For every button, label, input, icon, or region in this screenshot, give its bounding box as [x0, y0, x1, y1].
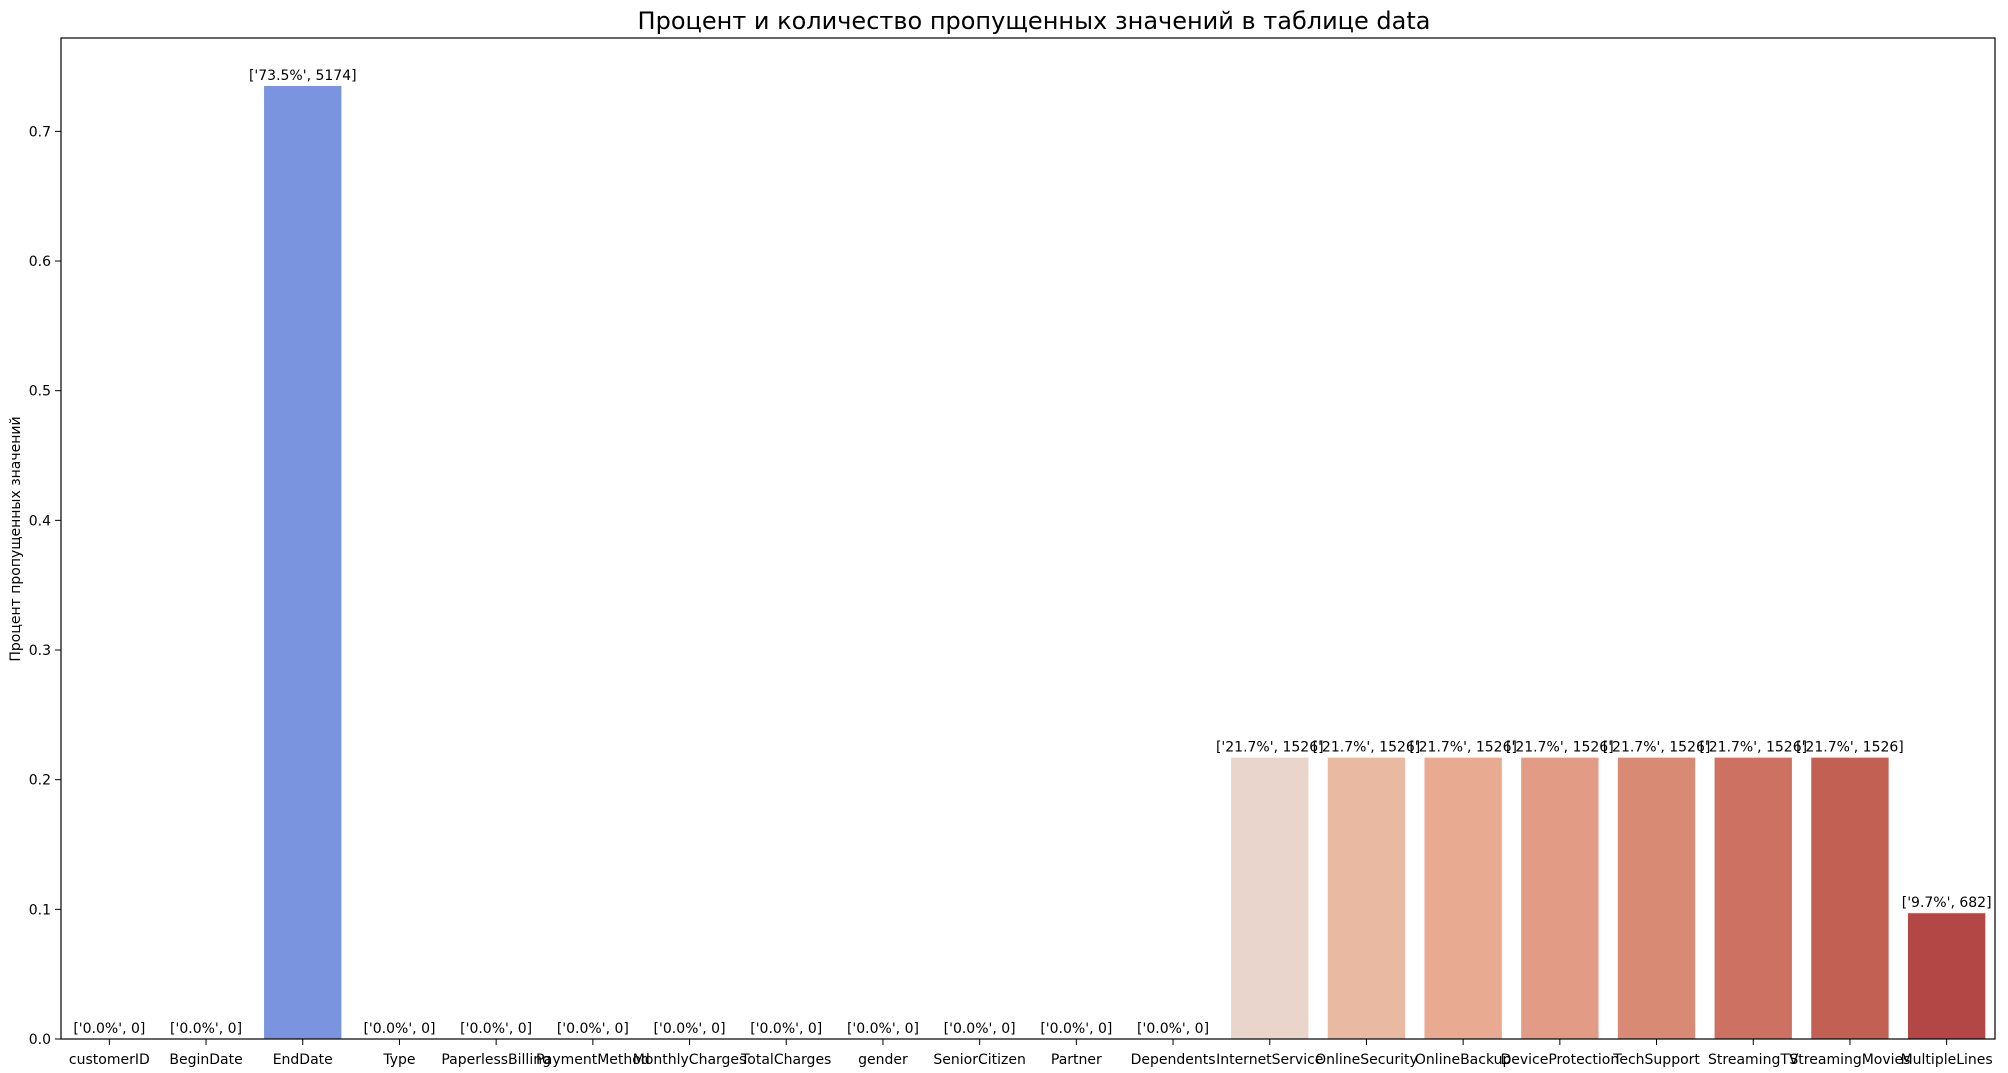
x-tick-label: PaymentMethod [536, 1052, 650, 1068]
bar-value-label: ['21.7%', 1526] [1603, 740, 1711, 756]
x-tick-label: customerID [69, 1052, 150, 1068]
bar-value-label: ['21.7%', 1526] [1216, 740, 1324, 756]
bar-value-label: ['21.7%', 1526] [1699, 740, 1807, 756]
y-tick-label: 0.5 [29, 384, 51, 400]
bar-value-label: ['0.0%', 0] [73, 1021, 145, 1037]
x-tick-label: MultipleLines [1901, 1052, 1993, 1068]
y-tick-label: 0.6 [29, 254, 51, 270]
x-tick-label: Type [382, 1052, 415, 1068]
bar [1714, 757, 1792, 1039]
y-tick-label: 0.3 [29, 643, 51, 659]
bar-value-label: ['0.0%', 0] [1040, 1021, 1112, 1037]
bar-value-label: ['0.0%', 0] [750, 1021, 822, 1037]
bar-value-label: ['0.0%', 0] [944, 1021, 1016, 1037]
bar-value-label: ['0.0%', 0] [1137, 1021, 1209, 1037]
bar [1907, 913, 1986, 1039]
y-axis-ticks: 0.0 0.1 0.2 0.3 0.4 0.5 0.6 0.7 [29, 124, 61, 1048]
x-tick-label: BeginDate [169, 1052, 242, 1068]
x-axis-ticks: customerID BeginDate EndDate Type PaperlessB… [69, 1039, 1993, 1068]
y-tick-label: 0.1 [29, 902, 51, 918]
bar-value-label: ['0.0%', 0] [170, 1021, 242, 1037]
bar-labels: ['0.0%', 0] ['0.0%', 0] ['73.5%', 5174] ['0… [73, 68, 1991, 1037]
bar [1811, 757, 1889, 1039]
y-tick-label: 0.7 [29, 124, 51, 140]
bar [1231, 757, 1309, 1039]
x-tick-label: SeniorCitizen [933, 1052, 1025, 1068]
bar [1327, 757, 1406, 1039]
x-tick-label: TechSupport [1612, 1052, 1700, 1068]
bar-value-label: ['21.7%', 1526] [1409, 740, 1517, 756]
bar-value-label: ['0.0%', 0] [460, 1021, 532, 1037]
x-tick-label: StreamingMovies [1789, 1052, 1910, 1068]
x-tick-label: Dependents [1131, 1052, 1216, 1068]
x-tick-label: Partner [1051, 1052, 1102, 1068]
x-tick-label: StreamingTV [1708, 1052, 1799, 1068]
bar [1617, 757, 1696, 1039]
y-axis-label: Процент пропущенных значений [8, 416, 24, 661]
y-tick-label: 0.0 [29, 1032, 51, 1048]
bar-value-label: ['0.0%', 0] [847, 1021, 919, 1037]
bar-value-label: ['0.0%', 0] [654, 1021, 726, 1037]
chart-title: Процент и количество пропущенных значени… [638, 7, 1431, 35]
x-tick-label: TotalCharges [740, 1052, 831, 1068]
bar [1521, 757, 1599, 1039]
x-tick-label: gender [858, 1052, 908, 1068]
x-tick-label: MonthlyCharges [633, 1052, 747, 1068]
x-tick-label: DeviceProtection [1500, 1052, 1619, 1068]
bar-value-label: ['0.0%', 0] [363, 1021, 435, 1037]
bar-value-label: ['0.0%', 0] [557, 1021, 629, 1037]
bar-value-label: ['9.7%', 682] [1902, 895, 1992, 911]
bar [264, 85, 342, 1039]
x-tick-label: InternetService [1216, 1052, 1323, 1068]
y-tick-label: 0.4 [29, 513, 51, 529]
bar [1424, 757, 1502, 1039]
bar-value-label: ['21.7%', 1526] [1313, 740, 1421, 756]
bar-value-label: ['73.5%', 5174] [249, 68, 357, 84]
x-tick-label: EndDate [273, 1052, 333, 1068]
bar-value-label: ['21.7%', 1526] [1796, 740, 1904, 756]
y-tick-label: 0.2 [29, 773, 51, 789]
plot-frame [60, 37, 1996, 1040]
bars [264, 85, 1986, 1039]
x-tick-label: OnlineSecurity [1315, 1052, 1418, 1068]
x-tick-label: OnlineBackup [1415, 1052, 1512, 1068]
x-tick-label: PaperlessBilling [441, 1052, 551, 1068]
bar-value-label: ['21.7%', 1526] [1506, 740, 1614, 756]
